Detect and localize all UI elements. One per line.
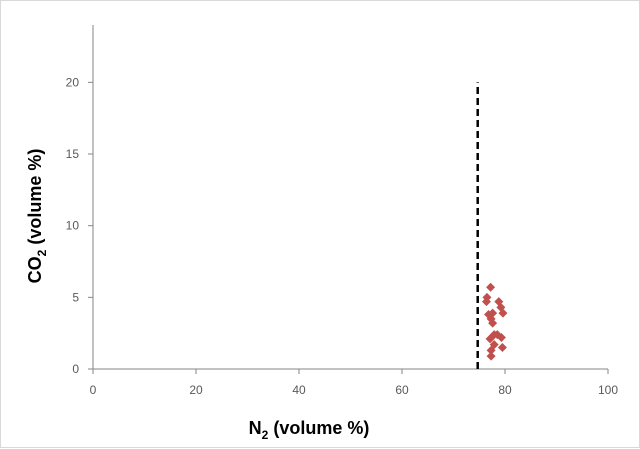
y-tick-label: 20 <box>66 75 80 89</box>
x-tick-label: 80 <box>498 383 512 397</box>
x-tick-label: 60 <box>395 383 409 397</box>
data-point <box>486 345 496 355</box>
data-points <box>481 282 508 361</box>
x-tick-label: 20 <box>189 383 203 397</box>
y-tick-label: 15 <box>66 147 80 161</box>
data-point <box>485 334 495 344</box>
y-tick-labels: 0 5 10 15 20 <box>66 75 93 376</box>
data-point <box>488 318 498 328</box>
data-point <box>486 351 496 361</box>
y-axis-title: CO2 (volume %) <box>25 149 49 284</box>
data-point <box>496 332 506 342</box>
x-tick-labels: 0 20 40 60 80 100 <box>90 369 618 397</box>
x-tick-label: 0 <box>90 383 97 397</box>
y-tick-label: 10 <box>66 219 80 233</box>
x-tick-label: 100 <box>598 383 618 397</box>
y-tick-label: 0 <box>72 362 79 376</box>
axes <box>92 25 608 370</box>
data-point <box>497 343 507 352</box>
data-point <box>486 282 496 292</box>
data-point <box>498 308 508 318</box>
data-point <box>481 297 491 307</box>
x-axis-title: N2 (volume %) <box>249 418 370 442</box>
y-tick-label: 5 <box>72 290 79 304</box>
x-tick-label: 40 <box>292 383 306 397</box>
